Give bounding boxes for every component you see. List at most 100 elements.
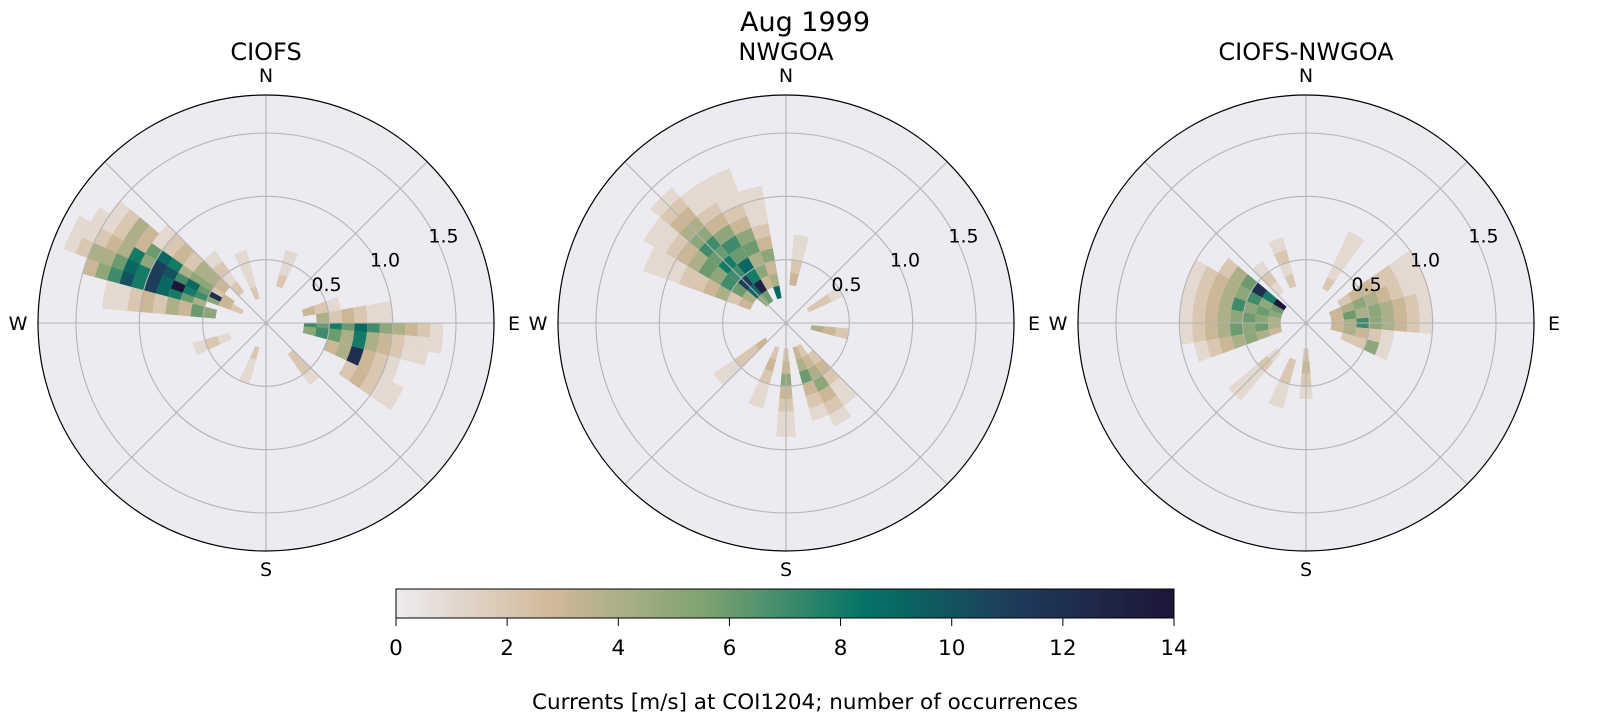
histogram-bin — [230, 304, 245, 315]
histogram-bin — [791, 247, 806, 262]
histogram-bin — [1246, 291, 1263, 306]
histogram-bin — [680, 180, 710, 207]
histogram-bin — [1230, 323, 1244, 337]
histogram-bin — [1368, 272, 1387, 291]
histogram-bin — [376, 332, 393, 356]
histogram-bin — [412, 336, 431, 366]
histogram-bin — [828, 406, 852, 427]
histogram-bin — [182, 251, 204, 273]
histogram-bin — [818, 385, 837, 404]
histogram-bin — [1270, 304, 1285, 315]
histogram-bin — [346, 345, 364, 366]
histogram-bin — [1367, 328, 1382, 343]
histogram-bin — [1354, 306, 1370, 319]
polar-outline — [37, 94, 495, 552]
histogram-bin — [1256, 305, 1271, 317]
histogram-bin — [1242, 323, 1257, 334]
histogram-bin — [1403, 293, 1420, 315]
histogram-bin — [1268, 327, 1283, 336]
histogram-bin — [690, 272, 710, 293]
histogram-bin — [279, 261, 293, 278]
histogram-bin — [313, 301, 329, 315]
histogram-bin — [731, 282, 748, 298]
histogram-bin — [745, 268, 761, 285]
histogram-bin — [1268, 310, 1283, 319]
histogram-bin — [134, 225, 160, 254]
histogram-bin — [1354, 327, 1370, 340]
histogram-bin — [827, 286, 844, 302]
histogram-bin — [1251, 282, 1268, 298]
wedge-group — [1179, 231, 1433, 409]
histogram-bin — [709, 266, 728, 285]
histogram-bin — [1255, 323, 1269, 332]
histogram-bin — [1242, 312, 1257, 323]
histogram-bin — [101, 200, 131, 235]
histogram-bin — [1279, 261, 1293, 278]
histogram-bin — [795, 357, 808, 372]
radial-tick-label: 0.5 — [831, 274, 861, 296]
colorbar-tick-label: 12 — [1049, 636, 1076, 661]
histogram-bin — [162, 233, 186, 258]
histogram-bin — [1379, 300, 1395, 317]
histogram-bin — [764, 357, 777, 372]
colorbar-tick-label: 6 — [723, 636, 737, 661]
histogram-bin — [1342, 326, 1357, 337]
histogram-bin — [808, 403, 829, 421]
histogram-bin — [233, 249, 250, 266]
histogram-bin — [1363, 339, 1380, 356]
histogram-bin — [754, 263, 769, 280]
histogram-bin — [666, 259, 688, 285]
radial-tick-label: 1.0 — [1410, 250, 1440, 272]
histogram-bin — [1268, 237, 1287, 255]
histogram-bin — [63, 215, 91, 254]
colorbar-gradient — [395, 588, 1175, 619]
histogram-bin — [1347, 286, 1364, 302]
histogram-bin — [792, 234, 809, 250]
histogram-bin — [202, 306, 218, 319]
histogram-bin — [1193, 284, 1211, 306]
angular-gridline — [104, 161, 267, 324]
compass-label: E — [508, 313, 520, 335]
angular-gridline — [1144, 161, 1307, 324]
histogram-bin — [729, 246, 748, 265]
histogram-bin — [217, 332, 232, 345]
histogram-bin — [1379, 329, 1395, 346]
histogram-bin — [380, 355, 401, 382]
histogram-bin — [698, 257, 719, 279]
histogram-bin — [1351, 296, 1368, 310]
histogram-bin — [1179, 301, 1194, 323]
colorbar-tick-label: 2 — [500, 636, 514, 661]
histogram-bin — [369, 376, 393, 403]
histogram-bin — [338, 360, 358, 382]
histogram-bin — [748, 391, 767, 409]
histogram-bin — [1206, 288, 1223, 308]
histogram-bin — [302, 326, 317, 337]
polar-outline — [557, 94, 1015, 552]
colorbar-tick-label: 14 — [1160, 636, 1187, 661]
histogram-bin — [753, 279, 767, 294]
histogram-bin — [365, 303, 380, 323]
angular-gridline — [624, 161, 787, 324]
histogram-bin — [741, 239, 761, 258]
histogram-bin — [244, 274, 257, 289]
polar-grid — [558, 95, 1014, 551]
panel-title: CIOFS — [230, 38, 301, 66]
angular-gridline — [265, 161, 428, 324]
histogram-bin — [301, 305, 316, 317]
histogram-bin — [315, 312, 330, 323]
histogram-bin — [380, 381, 404, 411]
histogram-bin — [703, 168, 735, 192]
histogram-bin — [1230, 309, 1244, 323]
histogram-bin — [1273, 298, 1287, 311]
colorbar-tick-label: 4 — [611, 636, 625, 661]
histogram-bin — [204, 336, 221, 350]
histogram-bin — [1240, 274, 1258, 292]
histogram-bin — [807, 349, 822, 365]
histogram-bin — [712, 224, 736, 246]
histogram-bin — [1217, 307, 1232, 323]
histogram-bin — [710, 180, 739, 203]
histogram-bin — [1330, 313, 1344, 321]
histogram-bin — [1397, 274, 1417, 297]
histogram-bin — [823, 395, 845, 415]
histogram-bin — [764, 260, 778, 276]
